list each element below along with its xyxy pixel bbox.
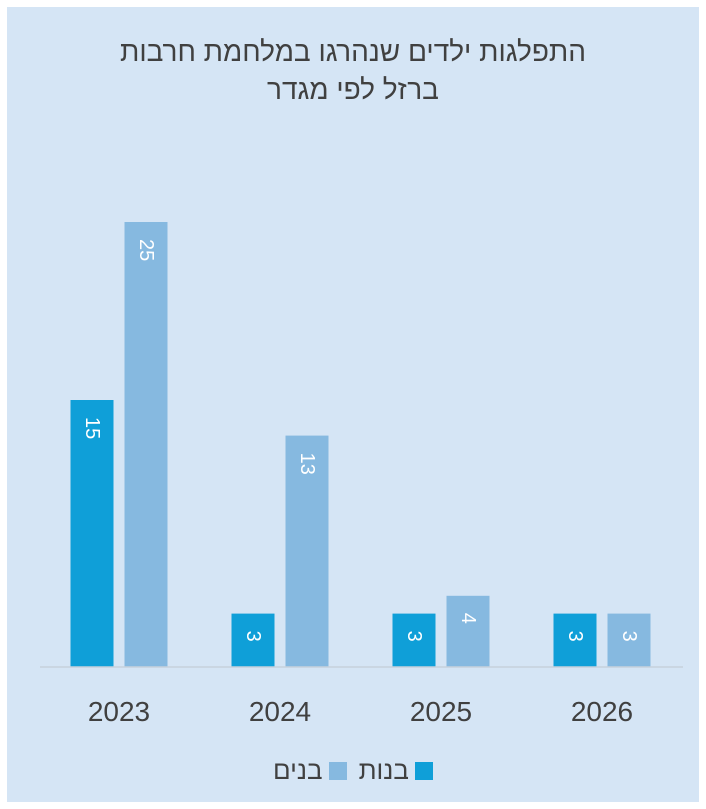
- x-tick-label-2025: 2025: [410, 696, 472, 727]
- plot-area: 15 25 3 13 3 4 3 3 2023 2024 2025 2026: [40, 222, 683, 727]
- chart-area: התפלגות ילדים שנהרגו במלחמת חרבות ברזל ל…: [7, 7, 699, 802]
- legend-item-girls: בנות: [359, 755, 433, 786]
- legend: בנות בנים: [7, 755, 699, 786]
- bar-2025-boys: [446, 595, 490, 667]
- legend-label-girls: בנות: [358, 755, 409, 785]
- data-label-2024-girls: 3: [242, 631, 264, 642]
- bar-2025-girls: [392, 613, 436, 667]
- bars-layer: 15 25 3 13 3 4 3 3: [70, 222, 651, 667]
- x-tick-label-2023: 2023: [88, 696, 150, 727]
- data-label-2023-boys: 25: [135, 239, 157, 261]
- legend-swatch-boys: [328, 761, 347, 780]
- bar-2026-girls: [553, 613, 597, 667]
- legend-item-boys: בנים: [273, 755, 347, 786]
- chart-title: התפלגות ילדים שנהרגו במלחמת חרבות ברזל ל…: [7, 33, 699, 109]
- bar-2023-girls: [70, 400, 114, 667]
- bar-2026-boys: [607, 613, 651, 667]
- bar-2024-boys: [285, 435, 329, 667]
- chart-title-line-2: ברזל לפי מגדר: [267, 74, 439, 105]
- chart-title-line-1: התפלגות ילדים שנהרגו במלחמת חרבות: [119, 36, 587, 67]
- data-label-2025-boys: 4: [457, 613, 479, 624]
- data-label-2025-girls: 3: [403, 631, 425, 642]
- data-label-2026-girls: 3: [564, 631, 586, 642]
- data-label-2026-boys: 3: [618, 631, 640, 642]
- data-label-2023-girls: 15: [81, 417, 103, 439]
- legend-label-boys: בנים: [273, 755, 323, 785]
- bar-2023-boys: [124, 222, 168, 667]
- x-tick-label-2026: 2026: [571, 696, 633, 727]
- x-tick-label-2024: 2024: [249, 696, 311, 727]
- x-tick-labels: 2023 2024 2025 2026: [88, 696, 633, 727]
- legend-swatch-girls: [414, 761, 433, 780]
- bar-2024-girls: [231, 613, 275, 667]
- data-label-2024-boys: 13: [296, 453, 318, 475]
